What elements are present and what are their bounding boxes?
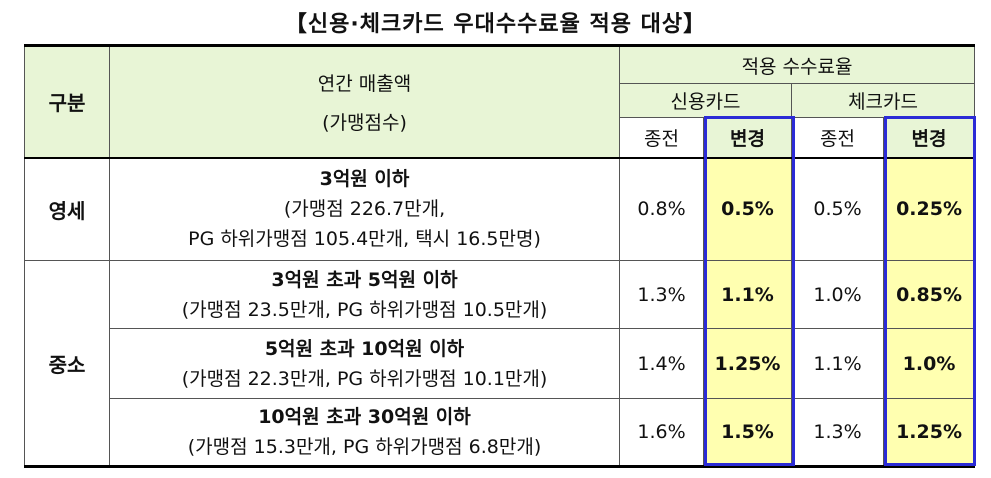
sales-cell: 10억원 초과 30억원 이하 (가맹점 15.3만개, PG 하위가맹점 6.…: [109, 398, 620, 467]
header-rate: 적용 수수료율: [618, 45, 976, 84]
header-check-before: 종전: [791, 117, 884, 158]
sales-detail: (가맹점 23.5만개, PG 하위가맹점 10.5만개): [181, 298, 548, 321]
credit-after: 0.5%: [703, 156, 792, 261]
header-credit: 신용카드: [619, 83, 792, 118]
fee-rate-table: 구분 연간 매출액 (가맹점수) 적용 수수료율 신용카드 체크카드 종전 변경…: [24, 44, 976, 468]
sales-range: 10억원 초과 30억원 이하: [258, 406, 471, 428]
check-before: 1.1%: [791, 328, 884, 399]
credit-before: 1.3%: [619, 260, 704, 329]
table-row: 중소 3억원 초과 5억원 이하 (가맹점 23.5만개, PG 하위가맹점 1…: [24, 260, 976, 467]
check-after: 0.85%: [882, 260, 976, 329]
check-before: 1.0%: [791, 260, 884, 329]
credit-before: 0.8%: [619, 156, 704, 261]
check-after: 1.0%: [882, 328, 976, 399]
check-after: 0.25%: [882, 156, 976, 261]
header-sales-label: 연간 매출액: [317, 72, 412, 95]
check-before: 0.5%: [791, 156, 884, 261]
check-before: 1.3%: [791, 398, 884, 467]
sales-detail: (가맹점 22.3만개, PG 하위가맹점 10.1만개): [181, 367, 548, 390]
sales-range: 3억원 초과 5억원 이하: [271, 268, 458, 291]
sales-detail: PG 하위가맹점 105.4만개, 택시 16.5만명): [188, 228, 541, 251]
header-check-after: 변경: [882, 117, 976, 158]
sales-cell: 5억원 초과 10억원 이하 (가맹점 22.3만개, PG 하위가맹점 10.…: [109, 328, 620, 399]
group-label: 중소: [24, 260, 110, 467]
sales-detail: (가맹점 226.7만개,: [283, 198, 446, 221]
credit-after: 1.5%: [703, 398, 792, 467]
table-row: 영세 3억원 이하 (가맹점 226.7만개, PG 하위가맹점 105.4만개…: [24, 156, 976, 261]
header-sales: 연간 매출액 (가맹점수): [109, 45, 620, 158]
header-sales-sub: (가맹점수): [322, 111, 407, 134]
credit-before: 1.6%: [619, 398, 704, 467]
table-title: 【신용·체크카드 우대수수료율 적용 대상】: [284, 12, 707, 37]
table-row: 10억원 초과 30억원 이하 (가맹점 15.3만개, PG 하위가맹점 6.…: [25, 398, 976, 467]
sales-detail: (가맹점 15.3만개, PG 하위가맹점 6.8만개): [187, 436, 542, 458]
header-credit-after: 변경: [703, 117, 792, 158]
check-after: 1.25%: [882, 398, 976, 467]
credit-before: 1.4%: [619, 328, 704, 399]
sales-range: 5억원 초과 10억원 이하: [264, 337, 465, 360]
credit-after: 1.1%: [703, 260, 792, 329]
sales-range: 3억원 이하: [319, 168, 410, 191]
header-gubun: 구분: [24, 45, 110, 158]
header-check: 체크카드: [790, 83, 976, 118]
credit-after: 1.25%: [703, 328, 792, 399]
table-row: 5억원 초과 10억원 이하 (가맹점 22.3만개, PG 하위가맹점 10.…: [25, 328, 976, 399]
group-label: 영세: [24, 156, 110, 261]
sales-cell: 3억원 이하 (가맹점 226.7만개, PG 하위가맹점 105.4만개, 택…: [109, 156, 620, 261]
header-credit-before: 종전: [619, 117, 704, 158]
sales-cell: 3억원 초과 5억원 이하 (가맹점 23.5만개, PG 하위가맹점 10.5…: [109, 260, 620, 329]
